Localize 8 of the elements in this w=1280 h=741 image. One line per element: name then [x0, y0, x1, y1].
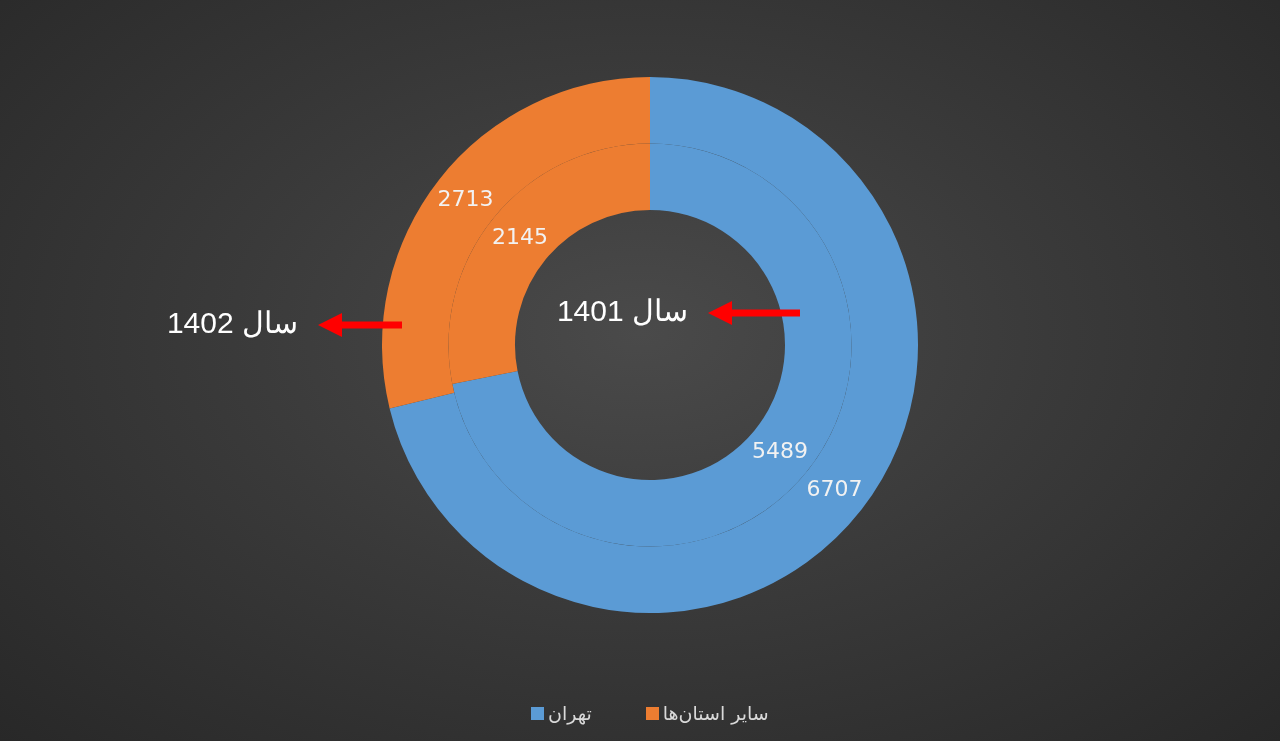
data-label: 5489	[751, 437, 808, 463]
legend-label: سایر استان‌ها	[662, 702, 769, 724]
data-label: 2713	[437, 185, 494, 211]
legend-label: تهران	[548, 702, 592, 724]
data-label: 6707	[806, 475, 863, 501]
slice-label: سال 1402	[166, 306, 298, 340]
slice-label: سال 1401	[556, 294, 688, 328]
data-label: 2145	[492, 223, 549, 249]
